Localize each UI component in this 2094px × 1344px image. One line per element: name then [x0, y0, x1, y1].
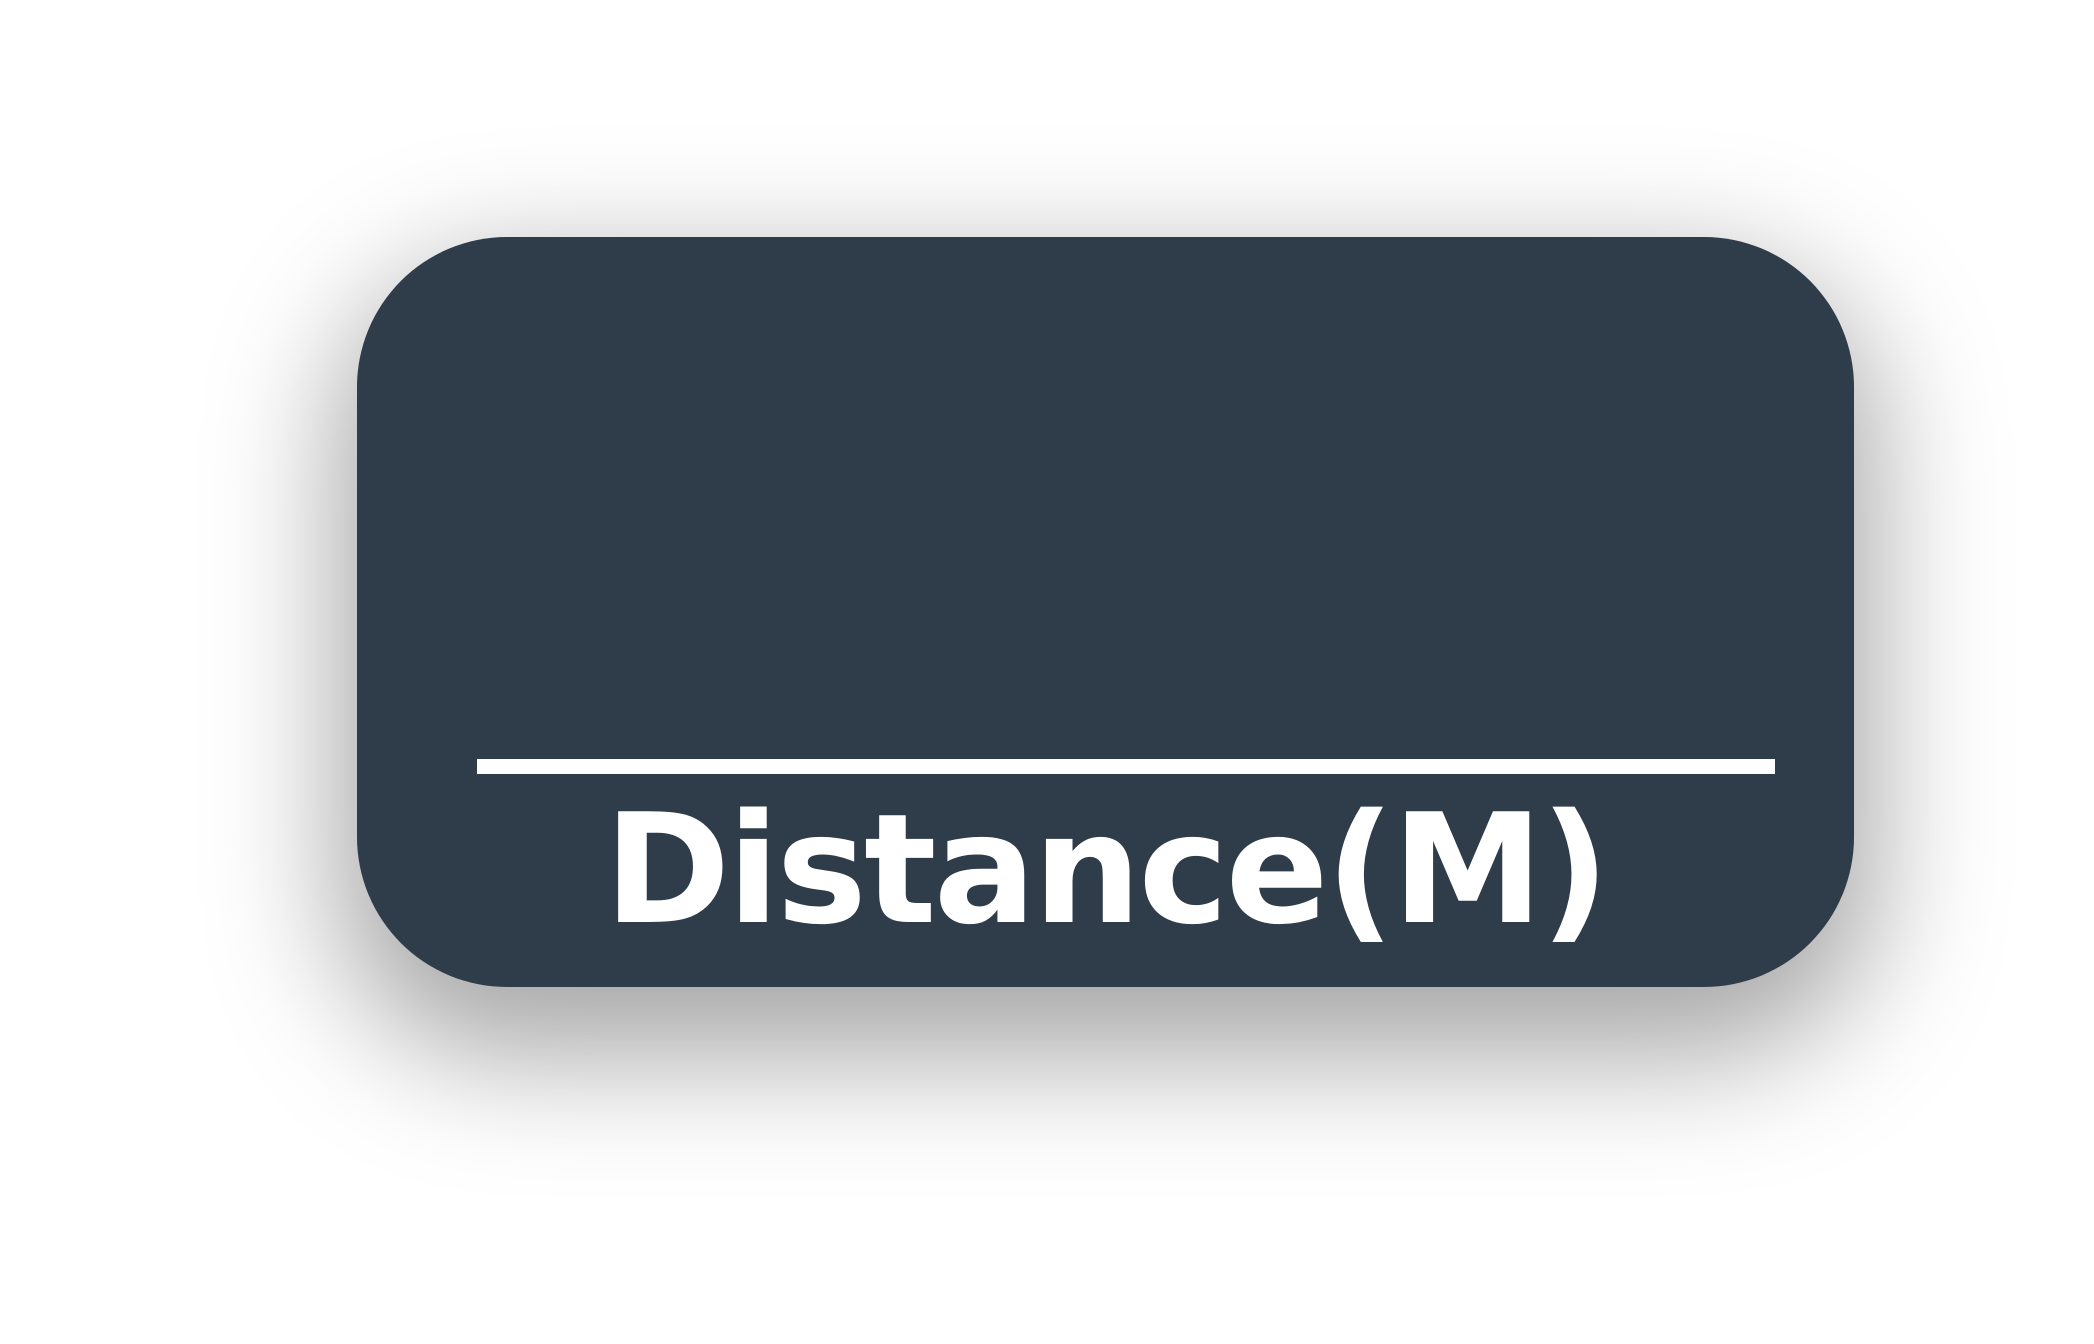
distance-value — [477, 327, 1734, 717]
distance-unit-label: Distance(M) — [604, 781, 1610, 958]
divider-line — [477, 759, 1775, 774]
distance-card: Distance(M) — [357, 237, 1854, 987]
